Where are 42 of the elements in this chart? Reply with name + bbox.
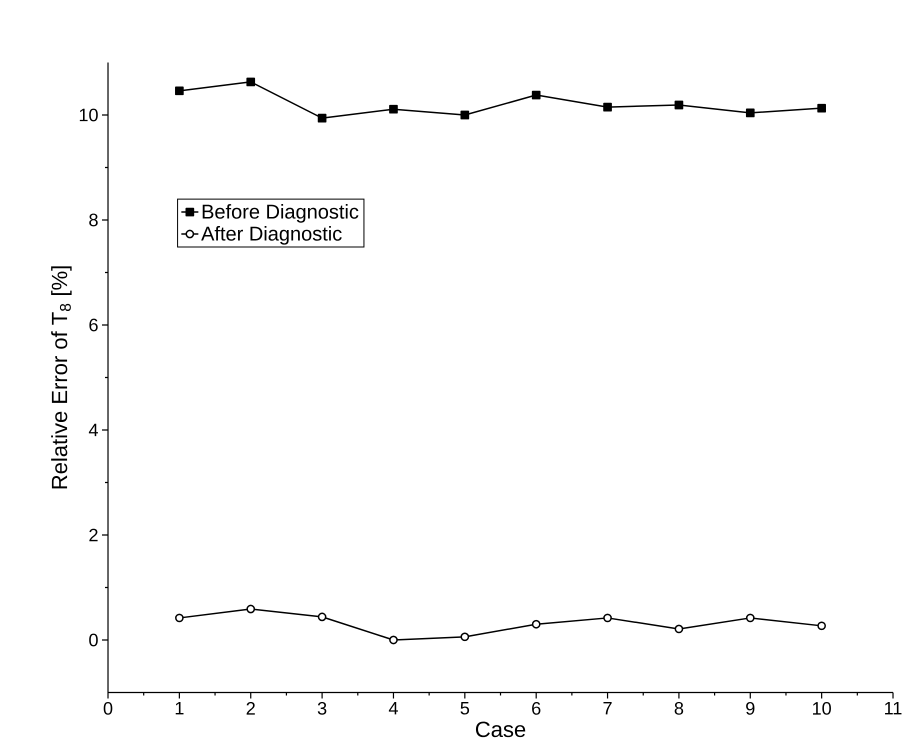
y-axis-title: Relative Error of T$_{8}$ [%] bbox=[51, 266, 72, 488]
point bbox=[389, 104, 398, 114]
point bbox=[318, 612, 326, 622]
point bbox=[674, 100, 684, 110]
x-axis-title: Case bbox=[476, 722, 526, 738]
point bbox=[532, 620, 541, 629]
point bbox=[674, 624, 684, 634]
x-tick-label: 5 bbox=[460, 702, 470, 715]
x-tick-label: 3 bbox=[318, 702, 326, 715]
y-tick-label: 6 bbox=[89, 318, 98, 332]
x-tick-label: 6 bbox=[532, 702, 540, 715]
point bbox=[175, 86, 184, 96]
point bbox=[603, 102, 612, 112]
x-tick-label: 2 bbox=[246, 702, 255, 715]
x-tick-label: 4 bbox=[388, 702, 398, 714]
x-tick-label: 9 bbox=[746, 702, 754, 715]
point bbox=[746, 108, 755, 118]
y-tick-label: 4 bbox=[88, 424, 98, 436]
point bbox=[318, 114, 326, 122]
point bbox=[389, 636, 398, 644]
point bbox=[246, 604, 256, 614]
x-tick-label: 7 bbox=[603, 702, 612, 714]
legend-label: Before Diagnostic bbox=[202, 204, 358, 223]
point bbox=[532, 90, 541, 100]
point bbox=[175, 614, 184, 622]
x-tick-label: 11 bbox=[885, 702, 902, 714]
point bbox=[746, 614, 755, 622]
y-tick-label: 8 bbox=[89, 214, 98, 226]
y-tick-label: 2 bbox=[89, 528, 98, 542]
point bbox=[460, 632, 470, 642]
x-tick-label: 8 bbox=[674, 702, 684, 715]
point bbox=[817, 104, 826, 112]
x-tick-label: 0 bbox=[104, 702, 112, 715]
point bbox=[246, 78, 256, 86]
point bbox=[460, 110, 470, 120]
legend-label: After Diagnostic bbox=[201, 226, 342, 245]
y-tick-label: 0 bbox=[89, 634, 98, 646]
x-tick-label: 1 bbox=[176, 702, 184, 714]
point bbox=[817, 621, 826, 630]
point bbox=[603, 614, 612, 622]
x-tick-label: 10 bbox=[813, 702, 831, 715]
y-tick-label: 10 bbox=[80, 108, 98, 122]
